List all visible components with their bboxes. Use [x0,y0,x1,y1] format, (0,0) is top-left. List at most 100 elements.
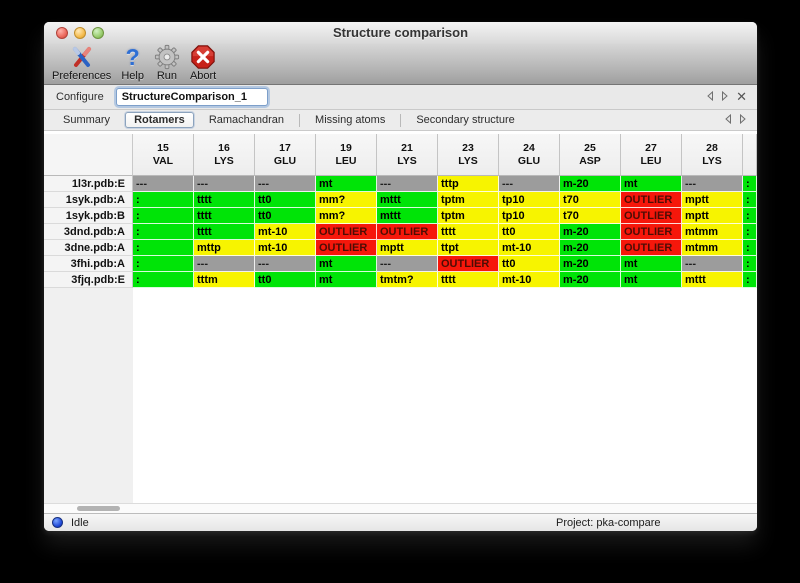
rotamer-cell-1l3r.pdb:E-15[interactable]: --- [133,176,194,192]
rotamer-cell-1syk.pdb:A-17[interactable]: tt0 [255,192,316,208]
rotamer-cell-3fhi.pdb:A-24[interactable]: tt0 [499,256,560,272]
rotamer-cell-1syk.pdb:A-16[interactable]: tttt [194,192,255,208]
rotamer-cell-overflow[interactable]: : [743,240,757,256]
minimize-window-button[interactable] [74,27,86,39]
rotamer-cell-1syk.pdb:B-27[interactable]: OUTLIER [621,208,682,224]
rotamer-cell-3fhi.pdb:A-15[interactable]: : [133,256,194,272]
rotamer-cell-1syk.pdb:A-23[interactable]: tptm [438,192,499,208]
rotamer-cell-1syk.pdb:B-21[interactable]: mttt [377,208,438,224]
rotamer-cell-1syk.pdb:A-15[interactable]: : [133,192,194,208]
rotamer-cell-1syk.pdb:A-27[interactable]: OUTLIER [621,192,682,208]
rotamer-cell-3dnd.pdb:A-25[interactable]: m-20 [560,224,621,240]
rotamer-cell-3dne.pdb:A-16[interactable]: mttp [194,240,255,256]
rotamer-cell-1l3r.pdb:E-28[interactable]: --- [682,176,743,192]
rotamer-cell-3dne.pdb:A-19[interactable]: OUTLIER [316,240,377,256]
tab-secondary-structure[interactable]: Secondary structure [416,114,515,126]
rotamer-cell-3fhi.pdb:A-19[interactable]: mt [316,256,377,272]
tab-rotamers[interactable]: Rotamers [125,112,194,128]
zoom-window-button[interactable] [92,27,104,39]
close-window-button[interactable] [56,27,68,39]
preferences-button[interactable]: Preferences [52,44,111,82]
rotamer-cell-3fhi.pdb:A-21[interactable]: --- [377,256,438,272]
rotamer-cell-3fjq.pdb:E-27[interactable]: mt [621,272,682,288]
horizontal-scrollbar-thumb[interactable] [77,506,120,511]
title-bar[interactable]: Structure comparison [44,22,757,44]
rotamer-cell-3fhi.pdb:A-25[interactable]: m-20 [560,256,621,272]
rotamer-cell-overflow[interactable]: : [743,192,757,208]
close-configure-icon[interactable]: ✕ [736,89,747,104]
horizontal-scrollbar[interactable] [44,503,757,513]
rotamer-cell-1syk.pdb:A-19[interactable]: mm? [316,192,377,208]
rotamer-cell-1syk.pdb:B-23[interactable]: tptm [438,208,499,224]
rotamer-cell-3fjq.pdb:E-16[interactable]: tttm [194,272,255,288]
rotamer-cell-1l3r.pdb:E-25[interactable]: m-20 [560,176,621,192]
rotamer-cell-3dne.pdb:A-25[interactable]: m-20 [560,240,621,256]
rotamer-cell-3fhi.pdb:A-17[interactable]: --- [255,256,316,272]
rotamer-cell-1l3r.pdb:E-17[interactable]: --- [255,176,316,192]
rotamer-cell-1syk.pdb:B-28[interactable]: mptt [682,208,743,224]
rotamer-cell-1syk.pdb:A-28[interactable]: mptt [682,192,743,208]
rotamer-cell-1l3r.pdb:E-16[interactable]: --- [194,176,255,192]
rotamer-cell-1l3r.pdb:E-23[interactable]: tttp [438,176,499,192]
tab-missing-atoms[interactable]: Missing atoms [315,114,386,126]
rotamer-cell-1l3r.pdb:E-24[interactable]: --- [499,176,560,192]
rotamer-cell-1l3r.pdb:E-19[interactable]: mt [316,176,377,192]
rotamer-cell-3dnd.pdb:A-19[interactable]: OUTLIER [316,224,377,240]
tab-summary[interactable]: Summary [63,114,111,126]
rotamer-cell-1syk.pdb:A-21[interactable]: mttt [377,192,438,208]
rotamer-cell-1l3r.pdb:E-21[interactable]: --- [377,176,438,192]
rotamer-cell-3dne.pdb:A-21[interactable]: mptt [377,240,438,256]
rotamer-cell-3fjq.pdb:E-25[interactable]: m-20 [560,272,621,288]
rotamer-cell-3dne.pdb:A-23[interactable]: ttpt [438,240,499,256]
rotamer-cell-3dnd.pdb:A-28[interactable]: mtmm [682,224,743,240]
rotamer-cell-3dnd.pdb:A-23[interactable]: tttt [438,224,499,240]
rotamer-cell-overflow[interactable]: : [743,256,757,272]
rotamer-cell-3fjq.pdb:E-21[interactable]: tmtm? [377,272,438,288]
next-tab-arrow-icon[interactable] [739,111,747,129]
next-configure-arrow-icon[interactable] [721,88,729,106]
rotamer-cell-3dne.pdb:A-24[interactable]: mt-10 [499,240,560,256]
rotamer-cell-3fjq.pdb:E-23[interactable]: tttt [438,272,499,288]
rotamer-cell-3fjq.pdb:E-19[interactable]: mt [316,272,377,288]
rotamer-cell-3fhi.pdb:A-16[interactable]: --- [194,256,255,272]
rotamer-cell-1syk.pdb:B-24[interactable]: tp10 [499,208,560,224]
prev-configure-arrow-icon[interactable] [706,88,714,106]
rotamer-cell-overflow[interactable]: : [743,208,757,224]
rotamer-cell-3dne.pdb:A-28[interactable]: mtmm [682,240,743,256]
tab-ramachandran[interactable]: Ramachandran [208,114,285,126]
rotamer-cell-3fjq.pdb:E-24[interactable]: mt-10 [499,272,560,288]
rotamer-cell-3fjq.pdb:E-15[interactable]: : [133,272,194,288]
rotamer-cell-3dnd.pdb:A-16[interactable]: tttt [194,224,255,240]
rotamer-cell-3dne.pdb:A-17[interactable]: mt-10 [255,240,316,256]
rotamer-cell-1syk.pdb:B-15[interactable]: : [133,208,194,224]
rotamer-cell-1syk.pdb:A-24[interactable]: tp10 [499,192,560,208]
rotamer-cell-3fjq.pdb:E-28[interactable]: mttt [682,272,743,288]
rotamer-cell-overflow[interactable]: : [743,176,757,192]
rotamer-cell-1syk.pdb:B-25[interactable]: t70 [560,208,621,224]
rotamer-cell-3fhi.pdb:A-23[interactable]: OUTLIER [438,256,499,272]
rotamer-cell-3dnd.pdb:A-15[interactable]: : [133,224,194,240]
run-label: Run [156,70,178,82]
rotamer-cell-1syk.pdb:B-19[interactable]: mm? [316,208,377,224]
rotamer-cell-3dnd.pdb:A-27[interactable]: OUTLIER [621,224,682,240]
rotamer-cell-overflow[interactable]: : [743,272,757,288]
rotamer-cell-3dnd.pdb:A-17[interactable]: mt-10 [255,224,316,240]
rotamer-cell-3fjq.pdb:E-17[interactable]: tt0 [255,272,316,288]
rotamer-cell-3dne.pdb:A-27[interactable]: OUTLIER [621,240,682,256]
configure-name-input[interactable] [115,88,268,106]
help-button[interactable]: ? Help [121,44,144,82]
rotamer-cell-1syk.pdb:A-25[interactable]: t70 [560,192,621,208]
run-button[interactable]: Run [154,44,180,82]
rotamer-cell-3dnd.pdb:A-24[interactable]: tt0 [499,224,560,240]
table-row: 1l3r.pdb:E --- --- --- mt --- tttp --- m-20 mt ---… [44,176,757,192]
rotamer-cell-3dnd.pdb:A-21[interactable]: OUTLIER [377,224,438,240]
rotamer-cell-3fhi.pdb:A-27[interactable]: mt [621,256,682,272]
rotamer-cell-3fhi.pdb:A-28[interactable]: --- [682,256,743,272]
rotamer-cell-1syk.pdb:B-16[interactable]: tttt [194,208,255,224]
rotamer-cell-1l3r.pdb:E-27[interactable]: mt [621,176,682,192]
abort-button[interactable]: Abort [190,44,216,82]
rotamer-cell-overflow[interactable]: : [743,224,757,240]
rotamer-cell-3dne.pdb:A-15[interactable]: : [133,240,194,256]
rotamer-cell-1syk.pdb:B-17[interactable]: tt0 [255,208,316,224]
prev-tab-arrow-icon[interactable] [724,111,732,129]
